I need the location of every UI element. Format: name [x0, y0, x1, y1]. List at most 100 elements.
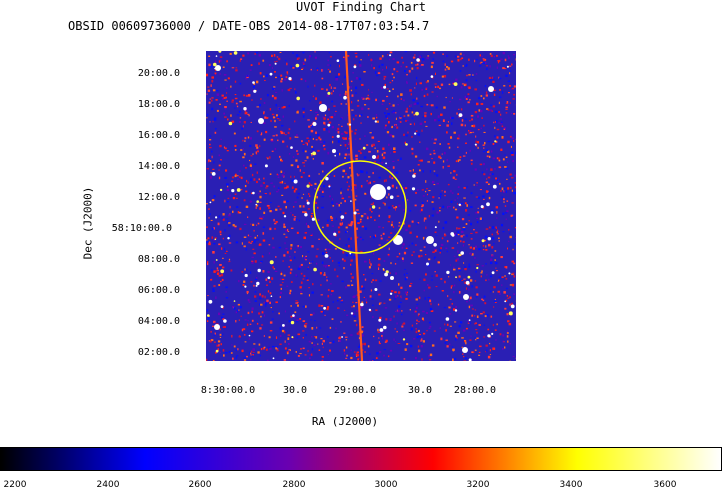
- noise-speck: [488, 184, 490, 186]
- noise-speck: [206, 203, 208, 204]
- noise-speck: [224, 116, 227, 117]
- noise-speck: [451, 201, 453, 203]
- noise-speck: [303, 205, 305, 207]
- noise-speck: [422, 202, 424, 204]
- noise-speck: [375, 99, 377, 101]
- noise-speck: [498, 111, 500, 113]
- noise-speck: [294, 176, 295, 178]
- noise-speck: [270, 330, 273, 331]
- noise-speck: [392, 177, 394, 179]
- noise-speck: [378, 163, 380, 164]
- noise-speck: [419, 297, 421, 299]
- noise-speck: [300, 169, 301, 172]
- noise-speck: [296, 219, 298, 220]
- noise-speck: [368, 89, 369, 90]
- noise-speck: [397, 323, 398, 325]
- noise-speck: [507, 187, 509, 189]
- noise-speck: [450, 172, 451, 173]
- noise-speck: [451, 285, 453, 286]
- noise-speck: [418, 330, 420, 332]
- noise-speck: [385, 125, 387, 127]
- noise-speck: [384, 78, 386, 79]
- noise-speck: [278, 76, 280, 77]
- noise-speck: [506, 210, 508, 212]
- noise-speck: [269, 348, 271, 350]
- noise-speck: [470, 132, 472, 133]
- noise-speck: [453, 291, 454, 293]
- noise-speck: [323, 340, 325, 342]
- noise-speck: [425, 180, 426, 183]
- noise-speck: [405, 298, 407, 300]
- noise-speck: [319, 349, 321, 351]
- noise-speck: [495, 299, 496, 300]
- noise-speck: [219, 165, 221, 167]
- noise-speck: [476, 197, 479, 198]
- noise-speck: [449, 306, 452, 307]
- noise-speck: [207, 263, 208, 265]
- noise-speck: [347, 285, 350, 287]
- noise-speck: [506, 107, 508, 109]
- noise-speck: [372, 132, 373, 133]
- noise-speck: [329, 350, 331, 352]
- noise-speck: [317, 150, 319, 152]
- noise-speck: [350, 334, 352, 335]
- noise-speck: [509, 66, 511, 67]
- noise-speck: [403, 260, 404, 262]
- noise-speck: [463, 227, 466, 228]
- noise-speck: [267, 271, 269, 273]
- noise-speck: [331, 290, 334, 292]
- noise-speck: [365, 279, 366, 281]
- star: [384, 273, 388, 277]
- noise-speck: [503, 201, 504, 202]
- noise-speck: [511, 113, 512, 114]
- noise-speck: [438, 156, 441, 158]
- noise-speck: [388, 193, 389, 195]
- noise-speck: [303, 112, 305, 114]
- noise-speck: [484, 132, 486, 133]
- noise-speck: [383, 355, 385, 357]
- noise-speck: [381, 87, 383, 89]
- noise-speck: [276, 134, 278, 136]
- noise-speck: [493, 143, 495, 145]
- noise-speck: [318, 137, 320, 140]
- noise-speck: [488, 244, 491, 247]
- noise-speck: [302, 255, 303, 257]
- noise-speck: [416, 331, 418, 333]
- noise-speck: [423, 279, 425, 281]
- noise-speck: [362, 326, 364, 328]
- noise-speck: [476, 80, 477, 81]
- noise-speck: [392, 88, 394, 90]
- background-noise: [206, 51, 516, 361]
- noise-speck: [250, 70, 252, 71]
- noise-speck: [321, 69, 322, 72]
- noise-speck: [328, 60, 329, 62]
- noise-speck: [243, 148, 244, 149]
- noise-speck: [465, 96, 467, 99]
- noise-speck: [250, 201, 252, 203]
- noise-speck: [324, 148, 326, 150]
- noise-speck: [515, 152, 516, 154]
- noise-speck: [314, 344, 316, 346]
- noise-speck: [278, 189, 279, 191]
- noise-speck: [491, 246, 493, 248]
- noise-speck: [501, 122, 502, 124]
- noise-speck: [231, 344, 232, 345]
- noise-speck: [296, 274, 297, 276]
- noise-speck: [339, 65, 340, 68]
- noise-speck: [396, 172, 398, 174]
- noise-speck: [328, 249, 330, 250]
- noise-speck: [502, 213, 504, 216]
- noise-speck: [280, 75, 282, 77]
- noise-speck: [480, 313, 483, 314]
- noise-speck: [328, 69, 330, 70]
- star: [325, 177, 328, 180]
- noise-speck: [506, 191, 507, 193]
- noise-speck: [385, 341, 387, 343]
- noise-speck: [450, 264, 451, 265]
- noise-speck: [498, 280, 499, 282]
- noise-speck: [242, 242, 243, 244]
- noise-speck: [354, 132, 356, 134]
- noise-speck: [476, 218, 478, 219]
- star: [446, 317, 450, 321]
- noise-speck: [311, 245, 313, 247]
